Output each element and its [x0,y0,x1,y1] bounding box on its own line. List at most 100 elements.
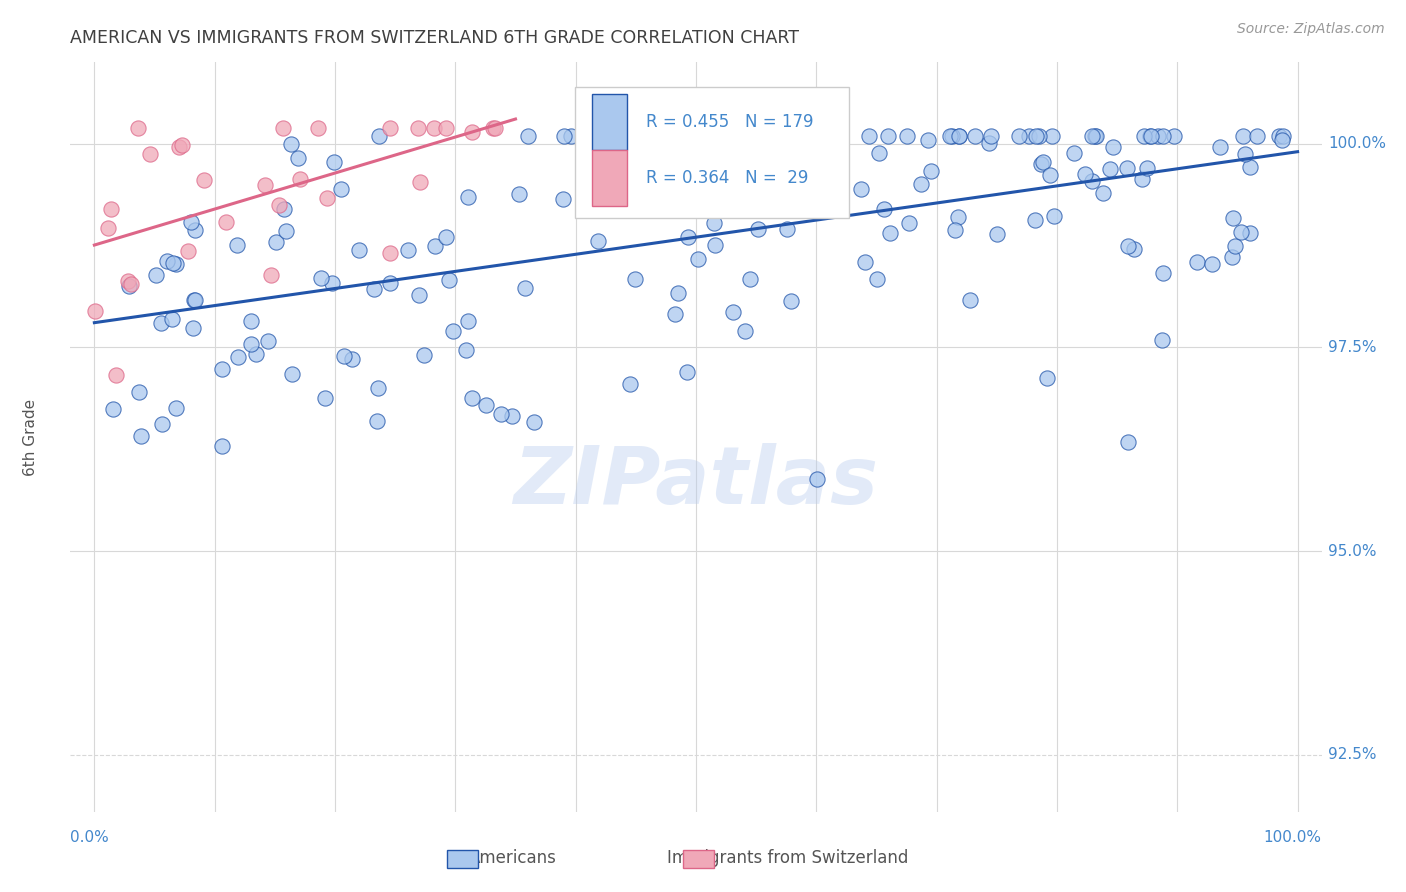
Text: Americans: Americans [470,849,557,867]
Point [1039,169,1062,183]
Point [920,163,942,178]
Point [271,120,294,135]
Point [184,293,207,307]
Point [1028,128,1050,143]
Point [226,350,249,364]
Point [1085,128,1108,143]
Point [1063,145,1085,160]
Point [1091,186,1114,200]
Point [1223,239,1246,253]
Point [254,178,277,193]
Point [759,128,782,143]
Point [1185,255,1208,269]
Point [1008,128,1031,143]
Point [896,128,918,143]
Point [1025,128,1047,143]
Point [281,367,304,381]
Point [945,223,967,237]
Point [769,184,792,198]
Point [581,194,603,209]
Point [367,381,389,395]
Point [661,128,683,143]
Point [288,172,311,186]
Point [172,137,194,152]
Point [776,221,799,235]
Point [773,155,796,169]
Point [363,282,385,296]
Bar [592,150,627,206]
Point [1220,250,1243,264]
Point [959,293,981,308]
Point [239,337,262,351]
Point [267,198,290,212]
Point [1040,128,1063,143]
Point [669,143,692,157]
Point [1233,147,1256,161]
Point [489,407,512,421]
Point [211,362,233,376]
Point [118,279,141,293]
Point [609,191,631,205]
Point [1116,434,1139,449]
Point [1271,133,1294,147]
Point [314,391,336,405]
Point [226,237,249,252]
Point [986,227,1008,241]
Point [1116,238,1139,252]
Point [139,147,162,161]
Point [97,221,120,235]
Point [380,246,402,260]
Point [948,128,970,143]
Point [676,365,699,379]
Text: 6th Grade: 6th Grade [22,399,38,475]
Point [176,244,198,259]
Point [211,439,233,453]
Point [703,216,725,230]
Point [730,146,752,161]
Point [1081,174,1104,188]
Point [1018,128,1040,143]
Point [897,215,920,229]
Point [240,314,263,328]
Point [1032,154,1054,169]
Point [1246,128,1268,143]
Point [623,272,645,286]
Point [1123,242,1146,256]
Point [1152,333,1174,347]
Point [747,222,769,236]
Text: 97.5%: 97.5% [1327,340,1376,355]
Point [806,472,828,486]
Point [287,151,309,165]
Point [183,293,205,307]
Point [1102,140,1125,154]
Text: Immigrants from Switzerland: Immigrants from Switzerland [666,849,908,867]
Point [84,304,107,318]
Point [523,415,546,429]
Point [441,324,464,338]
Point [366,414,388,428]
Point [155,254,177,268]
Point [1139,128,1161,143]
Point [1268,128,1291,143]
Point [806,129,828,144]
Point [801,128,824,143]
Text: AMERICAN VS IMMIGRANTS FROM SWITZERLAND 6TH GRADE CORRELATION CHART: AMERICAN VS IMMIGRANTS FROM SWITZERLAND … [70,29,799,47]
Text: ZIPatlas: ZIPatlas [513,443,879,521]
Point [1232,128,1254,143]
Point [457,314,479,328]
Point [501,409,523,423]
Point [785,138,807,153]
Bar [592,94,627,150]
Point [668,286,690,301]
Point [1239,161,1261,175]
Point [876,128,898,143]
Point [423,238,446,252]
Text: 95.0%: 95.0% [1327,543,1376,558]
Point [215,214,238,228]
Point [131,428,153,442]
Point [454,343,477,358]
Point [183,321,205,335]
Point [475,398,498,412]
Point [120,277,142,292]
Point [461,391,484,405]
